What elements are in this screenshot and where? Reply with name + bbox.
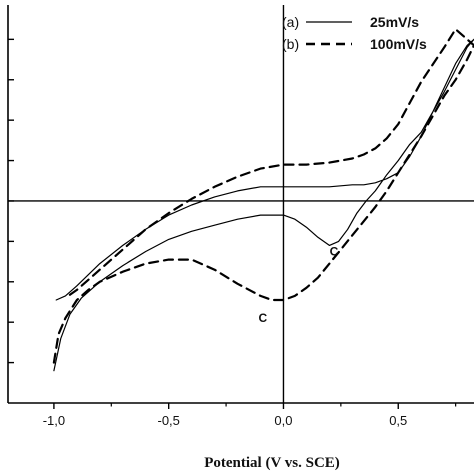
annotations: CC xyxy=(258,245,338,326)
x-tick-labels: -1,0 -0,5 0,0 0,5 xyxy=(43,413,408,428)
x-tick-label: -0,5 xyxy=(157,413,179,428)
x-tick-label: 0,0 xyxy=(274,413,292,428)
plot-frame xyxy=(7,5,474,404)
legend-tag: (b) xyxy=(282,36,299,52)
x-tick-label: 0,5 xyxy=(389,413,407,428)
axis-ticks xyxy=(8,38,457,409)
series-a-curve xyxy=(53,38,474,372)
legend: (a) 25mV/s (b) 100mV/s xyxy=(282,14,427,52)
peak-label: C xyxy=(258,311,267,325)
series-layer xyxy=(52,28,474,372)
series-b-curve xyxy=(52,28,474,364)
x-tick-label: -1,0 xyxy=(43,413,65,428)
legend-label: 100mV/s xyxy=(370,36,427,52)
x-axis-title: Potential (V vs. SCE) xyxy=(204,455,340,471)
reference-lines xyxy=(8,5,474,403)
legend-label: 25mV/s xyxy=(370,14,419,30)
peak-label: C xyxy=(330,245,339,259)
legend-tag: (a) xyxy=(282,14,299,30)
